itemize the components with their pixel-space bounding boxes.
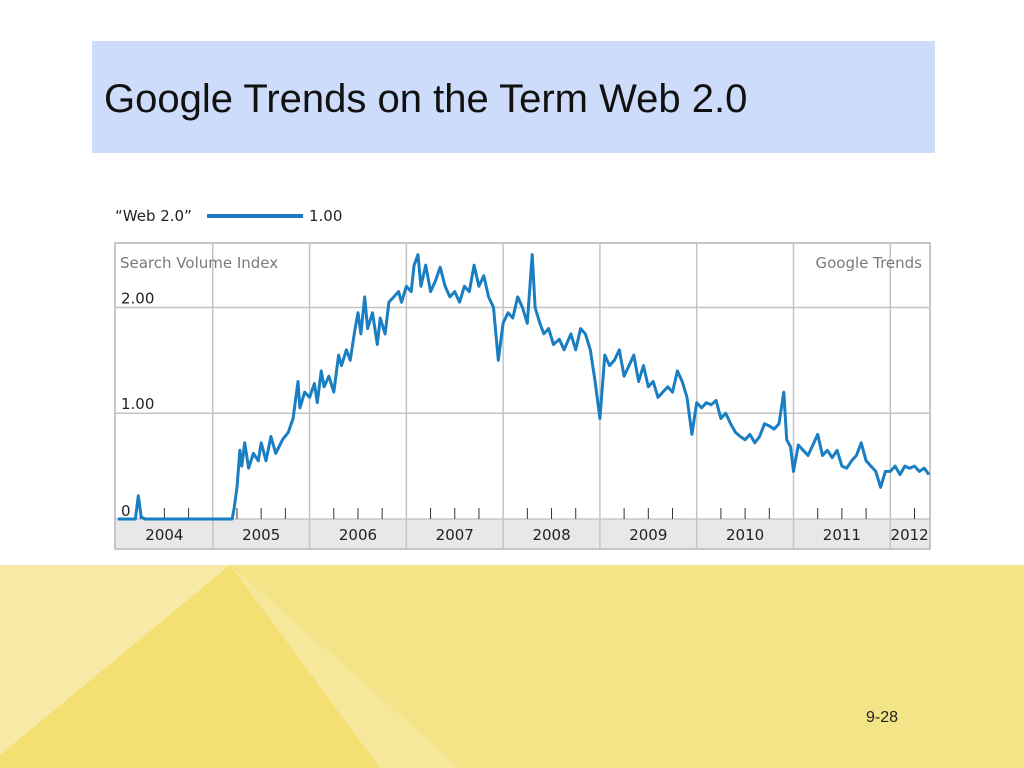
watermark-text: Google Trends xyxy=(815,254,922,272)
plot-frame xyxy=(114,242,931,550)
footer-decoration xyxy=(0,565,1024,768)
footer-shape-right xyxy=(230,565,460,768)
footer-shape-center xyxy=(0,565,380,768)
y-tick-label: 1.00 xyxy=(121,395,154,413)
y-tick-labels: 0 1.00 2.00 xyxy=(121,289,154,520)
slide-title: Google Trends on the Term Web 2.0 xyxy=(104,77,748,121)
y-axis-label: Search Volume Index xyxy=(120,254,278,272)
x-minor-ticks xyxy=(139,508,915,519)
x-tick-label: 2011 xyxy=(823,526,861,544)
series-line-web-2-0 xyxy=(117,253,931,521)
x-tick-label: 2009 xyxy=(629,526,667,544)
x-tick-label: 2012 xyxy=(891,526,929,544)
x-tick-label: 2007 xyxy=(436,526,474,544)
x-tick-labels: 2004 2005 2006 2007 2008 2009 2010 2011 2012 xyxy=(145,526,928,544)
x-tick-label: 2006 xyxy=(339,526,377,544)
x-tick-label: 2010 xyxy=(726,526,764,544)
x-tick-label: 2005 xyxy=(242,526,280,544)
legend-value: 1.00 xyxy=(309,207,342,225)
y-tick-label: 2.00 xyxy=(121,289,154,307)
x-tick-label: 2008 xyxy=(532,526,570,544)
title-band: Google Trends on the Term Web 2.0 xyxy=(92,41,935,153)
year-band xyxy=(116,519,929,548)
y-tick-label: 0 xyxy=(121,502,131,520)
legend-label: “Web 2.0” xyxy=(115,207,192,225)
trend-chart: “Web 2.0” 1.00 01.002.00 2004 2005 2006 200… xyxy=(114,207,931,550)
page-number: 9-28 xyxy=(866,709,899,726)
x-tick-label: 2004 xyxy=(145,526,183,544)
